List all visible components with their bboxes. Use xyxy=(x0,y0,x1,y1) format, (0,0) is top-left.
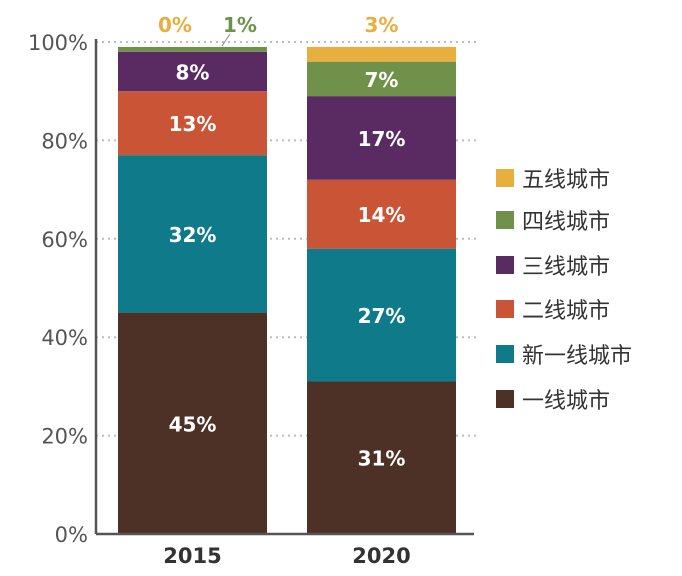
legend-label: 二线城市 xyxy=(522,299,610,324)
data-label: 45% xyxy=(169,412,217,436)
bar-segment xyxy=(118,155,267,313)
data-label: 32% xyxy=(169,223,217,247)
bar-segment xyxy=(307,61,456,97)
bar-segment xyxy=(307,96,456,180)
data-label: 13% xyxy=(169,112,217,136)
data-label: 8% xyxy=(176,61,210,85)
y-tick-label: 100% xyxy=(28,31,88,55)
legend-label: 三线城市 xyxy=(522,255,610,280)
y-tick-label: 20% xyxy=(41,425,88,449)
data-label: 17% xyxy=(358,127,406,151)
legend-swatch xyxy=(496,169,514,187)
y-tick-label: 80% xyxy=(41,129,88,153)
data-label: 7% xyxy=(365,68,399,92)
bar-segment xyxy=(118,46,267,52)
legend-swatch xyxy=(496,390,514,408)
legend-swatch xyxy=(496,256,514,274)
legend-label: 五线城市 xyxy=(522,168,610,193)
legend-swatch xyxy=(496,345,514,363)
legend-swatch xyxy=(496,300,514,318)
data-label: 14% xyxy=(358,203,406,227)
bar-segment xyxy=(307,381,456,534)
bar-segment xyxy=(118,91,267,156)
legend-label: 四线城市 xyxy=(522,210,610,235)
bar-segment xyxy=(118,312,267,534)
data-label: 0% xyxy=(158,13,192,37)
bar-segment xyxy=(118,51,267,92)
leader-line xyxy=(221,33,231,47)
legend-swatch xyxy=(496,211,514,229)
bar-segment xyxy=(307,46,456,62)
y-tick-label: 0% xyxy=(55,523,88,547)
data-label: 27% xyxy=(358,304,406,328)
y-tick-label: 60% xyxy=(41,228,88,252)
data-label: 1% xyxy=(223,13,257,37)
x-tick-label: 2015 xyxy=(163,544,221,568)
legend-label: 一线城市 xyxy=(522,389,610,414)
data-label: 3% xyxy=(365,13,399,37)
y-tick-label: 40% xyxy=(41,326,88,350)
legend-label: 新一线城市 xyxy=(522,344,632,369)
bar-segment xyxy=(307,179,456,249)
x-tick-label: 2020 xyxy=(352,544,410,568)
bar-segment xyxy=(307,248,456,382)
data-label: 31% xyxy=(358,447,406,471)
